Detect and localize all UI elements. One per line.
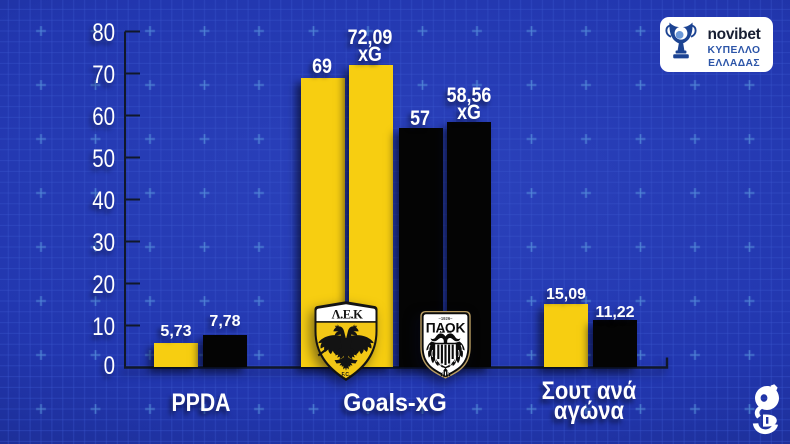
svg-text:ΠΑΟΚ: ΠΑΟΚ xyxy=(425,321,465,336)
svg-text:Λ.Ε.Κ: Λ.Ε.Κ xyxy=(331,308,363,322)
svg-text:–1926–: –1926– xyxy=(438,316,453,321)
svg-text:F.C.: F.C. xyxy=(341,372,351,378)
